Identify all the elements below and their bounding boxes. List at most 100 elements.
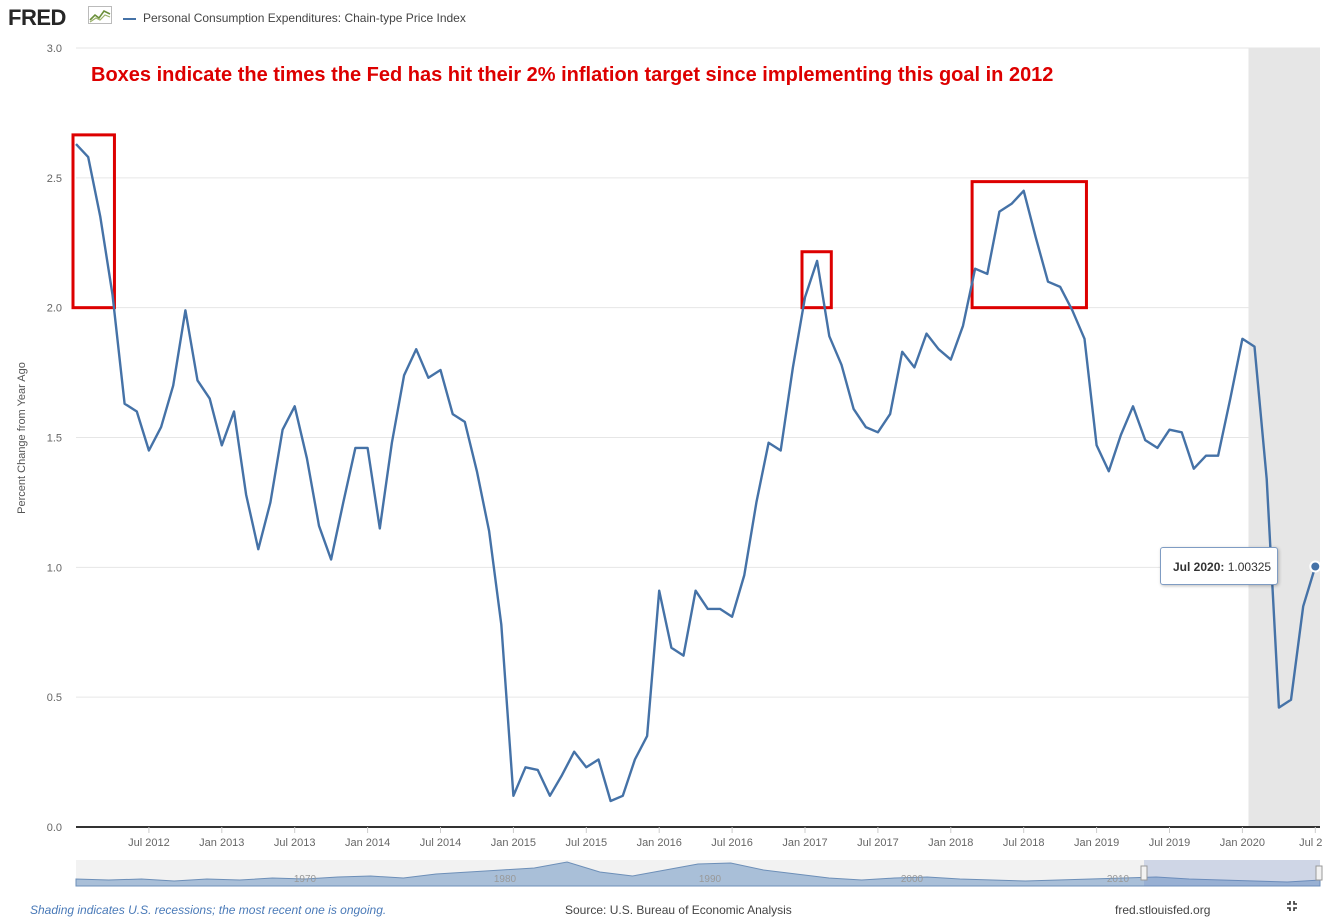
tooltip-date: Jul 2020: (1173, 560, 1225, 574)
grid-lines (76, 47, 1320, 698)
fullscreen-icon[interactable] (1284, 898, 1300, 914)
data-point (815, 258, 820, 263)
highlight-box (800, 250, 833, 310)
data-point (86, 155, 91, 160)
data-point (462, 419, 467, 424)
chart-footer: Shading indicates U.S. recessions; the m… (0, 896, 1323, 920)
data-point (888, 412, 893, 417)
data-point (1264, 477, 1269, 482)
data-point (863, 425, 868, 430)
navigator-handle-right (1315, 865, 1323, 881)
data-point (1143, 438, 1148, 443)
data-point (1046, 279, 1051, 284)
data-point (620, 793, 625, 798)
data-point (936, 347, 941, 352)
navigator-area (75, 861, 1321, 887)
data-point (1228, 396, 1233, 401)
data-point (693, 588, 698, 593)
data-point (900, 349, 905, 354)
data-point (1009, 201, 1014, 206)
x-tick-label: Jan 2019 (1074, 837, 1119, 849)
data-point (547, 793, 552, 798)
data-point (402, 373, 407, 378)
highlight-boxes (71, 133, 1088, 310)
y-tick-label: 2.5 (47, 173, 62, 185)
y-tick-label: 0.5 (47, 692, 62, 704)
fred-logo[interactable]: FRED (8, 5, 66, 30)
data-point (790, 365, 795, 370)
data-point (1252, 344, 1257, 349)
x-tick-label: Jan 2017 (782, 837, 827, 849)
data-point (1203, 453, 1208, 458)
hover-point (1309, 560, 1322, 573)
y-tick-label: 0.0 (47, 822, 62, 834)
tooltip-value: 1.00325 (1227, 560, 1272, 574)
y-tick-label: 3.0 (47, 43, 62, 55)
data-point (948, 357, 953, 362)
data-point (414, 347, 419, 352)
data-point (438, 367, 443, 372)
x-tick-label: Jul 2018 (1003, 837, 1045, 849)
legend-label[interactable]: Personal Consumption Expenditures: Chain… (143, 11, 466, 25)
data-point (596, 757, 601, 762)
x-tick-label: Jul 2016 (711, 837, 753, 849)
data-point (851, 406, 856, 411)
axes: 0.0 0.5 1.0 1.5 2.0 2.5 3.0 Jul 2012 Jan 2013 Jul… (47, 43, 1323, 849)
highlight-box (970, 180, 1088, 310)
chart-header: FRED Personal Consumption Expenditures: … (0, 0, 1323, 36)
data-point (1289, 697, 1294, 702)
data-point (572, 749, 577, 754)
series[interactable] (74, 142, 1318, 804)
navigator[interactable]: 1970 1980 1990 2000 2010 (75, 860, 1323, 887)
data-point (207, 396, 212, 401)
data-point (973, 266, 978, 271)
data-point (171, 383, 176, 388)
data-point (244, 492, 249, 497)
x-tick-label: Jul 2013 (274, 837, 316, 849)
data-point (329, 557, 334, 562)
annotation-text: Boxes indicate the times the Fed has hit… (91, 64, 1053, 86)
source-text: Source: U.S. Bureau of Economic Analysis (565, 903, 792, 917)
data-point (353, 445, 358, 450)
data-point (1033, 235, 1038, 240)
data-point (474, 469, 479, 474)
data-point (1167, 427, 1172, 432)
data-point (766, 440, 771, 445)
highlight-box (71, 133, 116, 310)
data-point (535, 767, 540, 772)
data-point (1131, 404, 1136, 409)
data-point (1179, 430, 1184, 435)
x-tick-label: Jul 2014 (420, 837, 462, 849)
data-point (1021, 188, 1026, 193)
data-point (231, 409, 236, 414)
data-point (1216, 453, 1221, 458)
data-point (365, 445, 370, 450)
data-point (450, 412, 455, 417)
x-tick-label: Jul 2017 (857, 837, 899, 849)
navigator-label: 2010 (1107, 874, 1130, 885)
data-point (742, 573, 747, 578)
data-point (219, 443, 224, 448)
data-point (426, 375, 431, 380)
data-point (1106, 469, 1111, 474)
data-point (960, 323, 965, 328)
x-tick-label: Jul 2019 (1149, 837, 1191, 849)
hover-marker (1309, 560, 1322, 573)
data-point (754, 500, 759, 505)
data-point (717, 606, 722, 611)
x-tick-label: Jan 2014 (345, 837, 390, 849)
y-tick-label: 1.0 (47, 562, 62, 574)
x-tick-label: Jul 2012 (128, 837, 170, 849)
x-tick-label: Jul 2015 (566, 837, 608, 849)
data-point (183, 308, 188, 313)
data-point (292, 404, 297, 409)
data-point (827, 334, 832, 339)
navigator-selection (1144, 860, 1320, 886)
site-link[interactable]: fred.stlouisfed.org (1115, 903, 1211, 917)
data-point (377, 526, 382, 531)
data-point (1301, 604, 1306, 609)
data-point (499, 622, 504, 627)
data-point (304, 456, 309, 461)
data-point (912, 365, 917, 370)
x-tick-label: Jan 2020 (1220, 837, 1265, 849)
